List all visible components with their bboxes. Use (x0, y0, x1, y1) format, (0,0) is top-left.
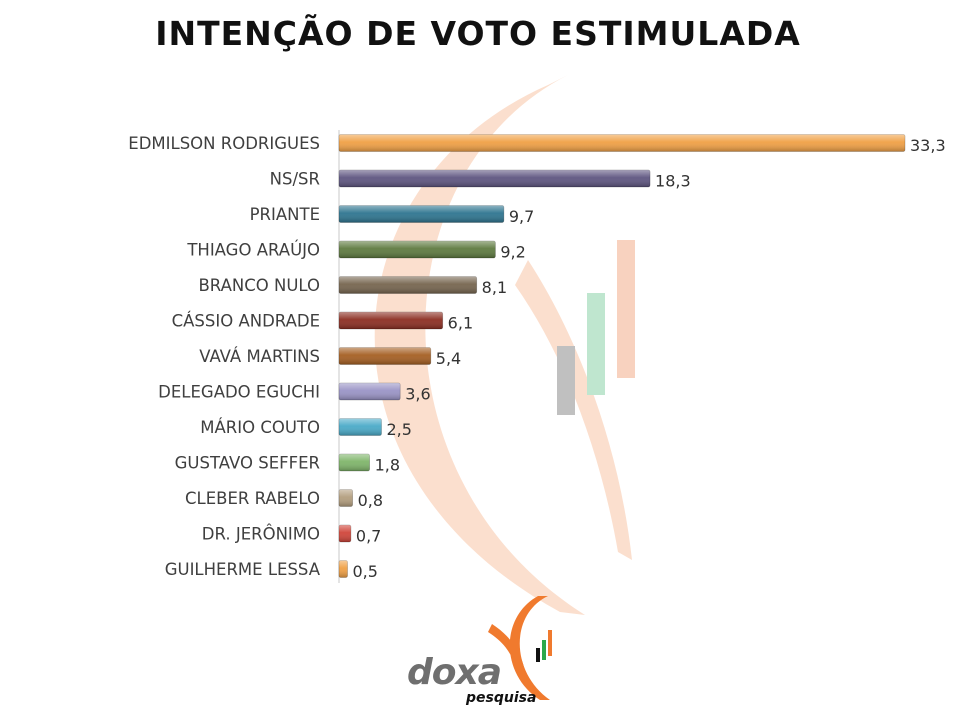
logo-bar-black (536, 648, 540, 662)
value-label: 1,8 (375, 456, 400, 475)
bar-sheen (339, 454, 370, 471)
background-watermark (374, 75, 635, 615)
value-label: 0,7 (356, 527, 381, 546)
value-label: 9,7 (509, 207, 534, 226)
value-label: 5,4 (436, 349, 461, 368)
bar-sheen (339, 347, 431, 365)
value-label: 0,8 (358, 491, 383, 510)
value-label: 33,3 (910, 136, 946, 155)
category-label: GUILHERME LESSA (165, 560, 321, 579)
bar-sheen (339, 525, 351, 542)
category-label: VAVÁ MARTINS (199, 347, 320, 366)
value-label: 2,5 (386, 420, 411, 439)
category-label: CLEBER RABELO (185, 489, 320, 508)
bar-sheen (339, 205, 504, 223)
bar-sheen (339, 312, 443, 329)
value-label: 8,1 (482, 278, 507, 297)
value-label: 3,6 (405, 385, 430, 404)
logo-swoosh-icon (509, 596, 550, 700)
logo-bar-orange (548, 630, 552, 656)
logo-swoosh-small-icon (488, 624, 525, 672)
logo-wordmark: doxa (407, 652, 502, 693)
bar-sheen (339, 276, 477, 294)
watermark-bar-green (587, 293, 605, 395)
page-title: INTENÇÃO DE VOTO ESTIMULADA (155, 14, 801, 53)
category-label: EDMILSON RODRIGUES (128, 134, 320, 153)
doxa-logo (488, 596, 552, 700)
watermark-bar-gray (557, 346, 575, 415)
category-label: DELEGADO EGUCHI (158, 383, 320, 402)
logo-bar-green (542, 640, 546, 660)
bar-sheen (339, 134, 905, 152)
category-label: CÁSSIO ANDRADE (172, 312, 320, 331)
value-label: 9,2 (500, 243, 525, 262)
value-label: 6,1 (448, 314, 473, 333)
logo-subtext: pesquisa (466, 690, 537, 706)
bar-sheen (339, 560, 348, 578)
category-label: THIAGO ARAÚJO (186, 241, 320, 260)
category-label: MÁRIO COUTO (200, 418, 320, 437)
bar-sheen (339, 170, 651, 187)
bars-group: EDMILSON RODRIGUES 33,3 NS/SR 18,3 PRIANTE 9,… (128, 134, 945, 581)
category-label: NS/SR (270, 170, 320, 189)
category-label: PRIANTE (250, 205, 320, 224)
value-label: 18,3 (655, 172, 691, 191)
watermark-arc-right (515, 260, 632, 560)
bar-sheen (339, 489, 353, 507)
category-label: DR. JERÔNIMO (202, 525, 320, 544)
bar-sheen (339, 383, 401, 400)
value-label: 0,5 (352, 562, 377, 581)
category-label: BRANCO NULO (198, 276, 320, 295)
bar-sheen (339, 241, 496, 258)
bar-sheen (339, 418, 382, 436)
watermark-bar-peach (617, 240, 635, 378)
category-label: GUSTAVO SEFFER (175, 454, 320, 473)
